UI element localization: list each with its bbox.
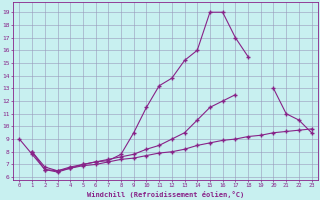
X-axis label: Windchill (Refroidissement éolien,°C): Windchill (Refroidissement éolien,°C) <box>87 191 244 198</box>
